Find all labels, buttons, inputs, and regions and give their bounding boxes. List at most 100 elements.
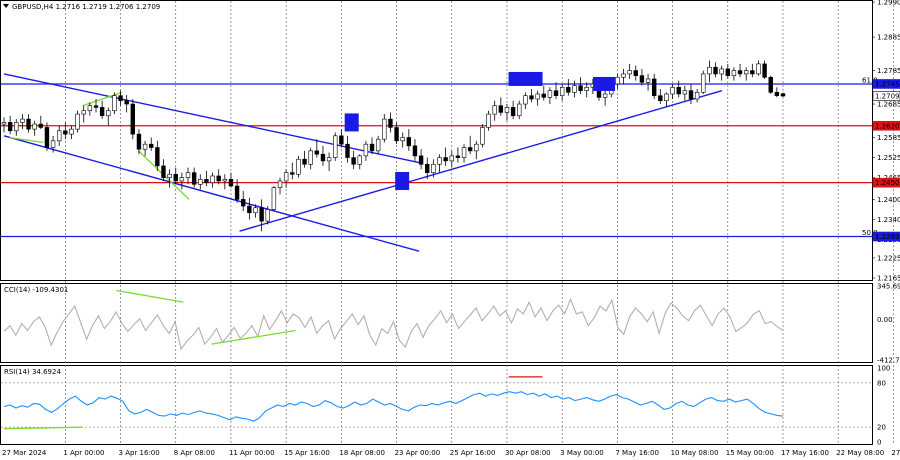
candle-body xyxy=(283,172,289,182)
price-tag-label: 1.2745 xyxy=(875,80,900,88)
candle-body xyxy=(627,70,632,75)
candle-body xyxy=(425,163,430,173)
candle-body xyxy=(7,122,13,132)
candle-body xyxy=(161,165,166,178)
price-axis: 1.2990 1.2885 1.2785 1.2685 1.2585 1.2525 1.24… xyxy=(872,0,900,283)
rsi-divergence-line xyxy=(3,426,83,430)
candle-body xyxy=(81,110,86,115)
cci-panel: CCI(14) -109.4301 345.6926 0.00 -412.715 xyxy=(3,283,900,365)
trendline xyxy=(3,135,420,252)
candle-body xyxy=(149,143,154,148)
candle-body xyxy=(461,147,467,158)
candle-body xyxy=(106,110,111,117)
trendline xyxy=(239,89,723,232)
cci-tick-label: 0.00 xyxy=(877,316,893,324)
candle-body xyxy=(498,105,504,113)
panel-frames xyxy=(0,0,873,445)
candle-body xyxy=(253,207,258,214)
cci-line xyxy=(3,297,784,351)
cci-divergence-line xyxy=(211,329,296,345)
candle-body xyxy=(93,105,99,108)
candle-body xyxy=(87,105,93,112)
candle-body xyxy=(290,172,295,175)
candle-body xyxy=(99,107,105,117)
candle-body xyxy=(504,107,510,113)
candle-body xyxy=(32,123,37,130)
markers xyxy=(344,71,616,190)
candle-body xyxy=(664,93,669,101)
candle-body xyxy=(302,158,307,165)
time-tick-label: 15 Apr 16:00 xyxy=(284,449,330,457)
time-tick-label: 30 Apr 08:00 xyxy=(505,449,551,457)
candle-body xyxy=(185,172,191,178)
candle-body xyxy=(20,118,25,123)
candle-body xyxy=(639,75,645,83)
candle-body xyxy=(234,185,240,200)
candle-body xyxy=(719,68,724,75)
candle-body xyxy=(173,173,178,182)
candle-body xyxy=(633,70,638,76)
cci-divergence-line xyxy=(116,289,184,303)
candle-body xyxy=(584,87,589,91)
candle-body xyxy=(339,135,344,145)
candle-body xyxy=(731,70,737,76)
candle-body xyxy=(701,73,706,93)
signal-marker xyxy=(344,113,359,132)
candle-body xyxy=(602,93,608,98)
candle-body xyxy=(363,143,369,157)
candle-body xyxy=(406,137,412,147)
candle-body xyxy=(296,158,301,175)
candle-body xyxy=(26,118,31,130)
time-tick-label: 3 May 00:00 xyxy=(560,449,604,457)
time-axis: 27 Mar 2024 1 Apr 00:00 3 Apr 16:00 8 Apr 0… xyxy=(2,449,900,457)
candle-body xyxy=(351,157,356,165)
time-tick-label: 17 May 16:00 xyxy=(781,449,829,457)
candle-body xyxy=(547,90,553,98)
price-tag-label: 1.2709 xyxy=(875,93,900,101)
time-tick-label: 23 Apr 00:00 xyxy=(395,449,441,457)
candle-body xyxy=(369,143,375,152)
candle-body xyxy=(694,92,700,100)
candle-body xyxy=(768,76,773,93)
candle-body xyxy=(621,73,626,78)
price-tag-label: 1.2289 xyxy=(875,233,900,241)
candle-body xyxy=(725,68,730,76)
candle-body xyxy=(412,145,418,157)
cci-tick-label: 345.6926 xyxy=(877,283,900,291)
candle-body xyxy=(142,143,148,150)
price-tag-label: 1.2450 xyxy=(875,179,900,187)
candle-body xyxy=(578,85,583,91)
candle-body xyxy=(670,87,675,95)
candle-body xyxy=(467,147,473,152)
price-tag xyxy=(872,79,900,89)
candle-body xyxy=(124,100,129,105)
chevron-down-icon[interactable] xyxy=(3,4,9,8)
candle-body xyxy=(615,76,620,85)
candle-body xyxy=(553,90,559,96)
time-tick-label: 11 Apr 00:00 xyxy=(229,449,275,457)
time-tick-label: 10 May 08:00 xyxy=(671,449,719,457)
price-tag xyxy=(872,120,900,131)
candle-body xyxy=(707,66,712,75)
price-tick-label: 1.2885 xyxy=(877,34,900,42)
candle-body xyxy=(308,150,313,165)
candle-body xyxy=(780,93,786,97)
candle-body xyxy=(510,107,516,117)
signal-marker xyxy=(508,71,543,86)
candle-body xyxy=(136,133,142,150)
candle-body xyxy=(651,78,657,96)
price-tag xyxy=(872,91,900,101)
price-tag-label: 1.2620 xyxy=(875,122,900,130)
candle-body xyxy=(155,147,160,167)
candle-body xyxy=(179,177,185,182)
candle-body xyxy=(320,153,326,162)
rsi-line xyxy=(3,391,784,422)
candle-body xyxy=(50,140,56,148)
candle-body xyxy=(572,85,577,93)
time-tick-label: 1 Apr 00:00 xyxy=(63,449,104,457)
candles xyxy=(1,60,786,232)
candle-body xyxy=(57,130,62,142)
candle-body xyxy=(645,78,651,83)
trendlines xyxy=(3,73,723,252)
candle-body xyxy=(529,95,534,100)
